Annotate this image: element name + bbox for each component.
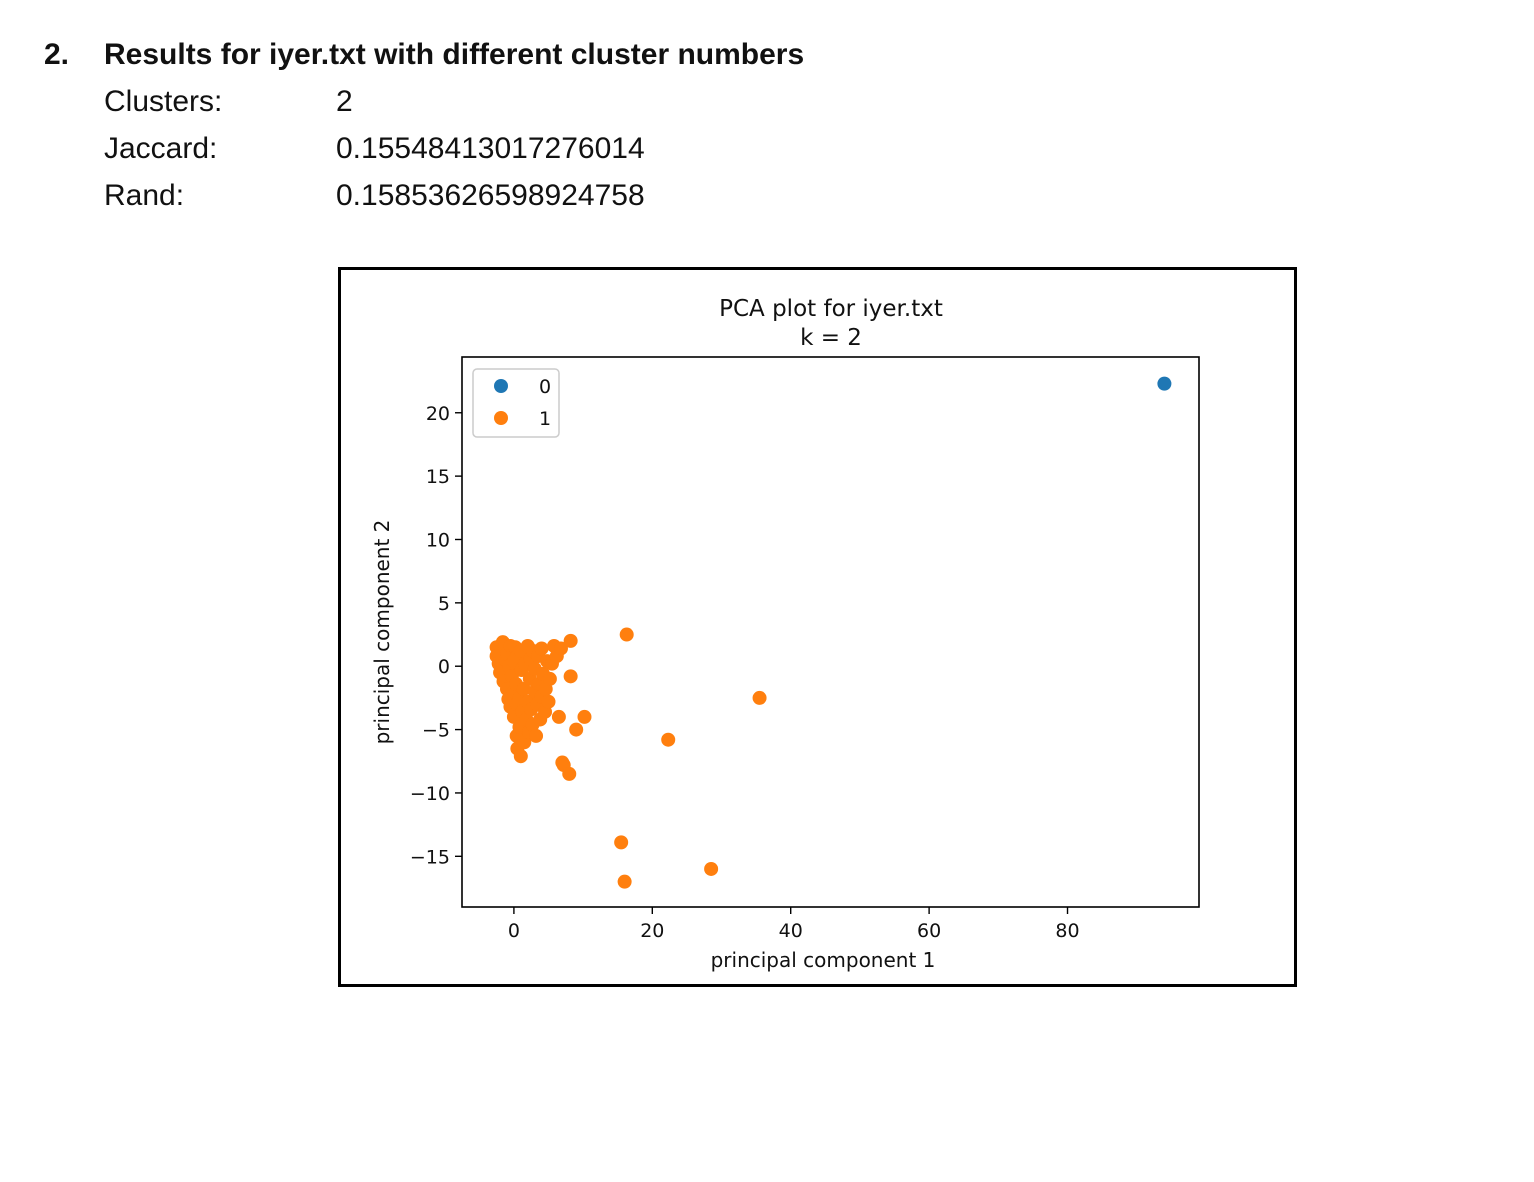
- result-label: Rand:: [104, 179, 185, 212]
- pca-figure: PCA plot for iyer.txt k = 2 0 20 40 60 80 20 1…: [338, 267, 1297, 987]
- x-tick-label: 60: [917, 920, 941, 942]
- result-value: 0.15853626598924758: [336, 179, 645, 212]
- result-row-rand: Rand: 0.15853626598924758: [104, 179, 645, 213]
- data-point-series-1: [553, 641, 568, 656]
- y-tick-label: 0: [438, 656, 450, 678]
- data-point-series-1: [534, 641, 549, 656]
- result-value: 0.15548413017276014: [336, 132, 645, 165]
- y-tick-label: 15: [426, 466, 450, 488]
- data-point-series-1: [516, 682, 531, 697]
- y-tick-label: 5: [438, 593, 450, 615]
- data-points: [489, 376, 1172, 889]
- x-axis-label: principal component 1: [711, 948, 936, 972]
- chart-subtitle: k = 2: [800, 325, 862, 351]
- section-number: 2.: [44, 38, 70, 71]
- plot-frame: [461, 356, 1200, 908]
- y-tick-label: −10: [410, 783, 450, 805]
- y-tick-label: 20: [426, 403, 450, 425]
- data-point-series-1: [617, 874, 632, 889]
- y-tick-label: 10: [426, 529, 450, 551]
- section-title: Results for iyer.txt with different clus…: [104, 38, 805, 71]
- data-point-series-1: [562, 766, 577, 781]
- chart-title: PCA plot for iyer.txt: [719, 296, 943, 322]
- data-point-series-1: [661, 732, 676, 747]
- x-tick-label: 0: [508, 920, 520, 942]
- x-tick-label: 40: [779, 920, 803, 942]
- section-heading: 2. Results for iyer.txt with different cl…: [44, 38, 804, 72]
- y-axis-label: principal component 2: [370, 520, 394, 745]
- data-point-series-1: [619, 627, 634, 642]
- data-point-series-1: [577, 709, 592, 724]
- result-label: Clusters:: [104, 85, 223, 118]
- data-point-series-1: [569, 722, 584, 737]
- data-point-series-1: [614, 835, 629, 850]
- data-point-series-1: [563, 669, 578, 684]
- data-point-series-1: [704, 861, 719, 876]
- x-tick-label: 20: [640, 920, 664, 942]
- result-row-jaccard: Jaccard: 0.15548413017276014: [104, 132, 645, 166]
- data-point-series-1: [542, 671, 557, 686]
- data-point-series-1: [563, 633, 578, 648]
- legend-label: 1: [539, 408, 551, 430]
- data-point-series-1: [551, 709, 566, 724]
- y-tick-label: −5: [422, 720, 450, 742]
- legend-marker: [494, 379, 508, 393]
- x-tick-label: 80: [1055, 920, 1079, 942]
- data-point-series-1: [529, 728, 544, 743]
- legend-marker: [494, 411, 508, 425]
- result-row-clusters: Clusters: 2: [104, 85, 353, 119]
- result-value: 2: [336, 85, 353, 118]
- data-point-series-0: [1157, 376, 1172, 391]
- result-label: Jaccard:: [104, 132, 218, 165]
- data-point-series-1: [541, 694, 556, 709]
- data-point-series-1: [752, 690, 767, 705]
- pca-scatter-chart: PCA plot for iyer.txt k = 2 0 20 40 60 80 20 1…: [370, 296, 1200, 972]
- chart-legend: 01: [472, 368, 560, 438]
- legend-label: 0: [539, 376, 551, 398]
- y-tick-label: −15: [410, 846, 450, 868]
- data-point-series-1: [513, 749, 528, 764]
